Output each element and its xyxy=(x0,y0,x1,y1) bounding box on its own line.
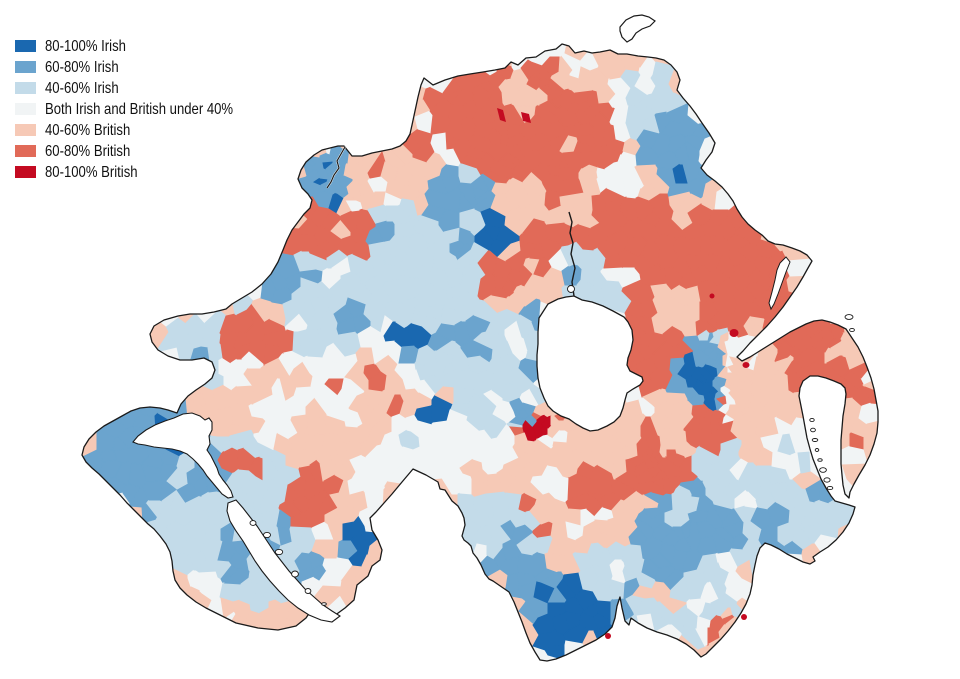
svg-text:40-60% Irish: 40-60% Irish xyxy=(45,80,119,97)
svg-text:Both Irish and British under 4: Both Irish and British under 40% xyxy=(45,101,233,118)
svg-text:40-60% British: 40-60% British xyxy=(45,122,130,139)
svg-text:60-80% British: 60-80% British xyxy=(45,143,130,160)
svg-text:80-100% British: 80-100% British xyxy=(45,164,138,181)
svg-text:80-100% Irish: 80-100% Irish xyxy=(45,38,126,55)
svg-text:60-80% Irish: 60-80% Irish xyxy=(45,59,119,76)
